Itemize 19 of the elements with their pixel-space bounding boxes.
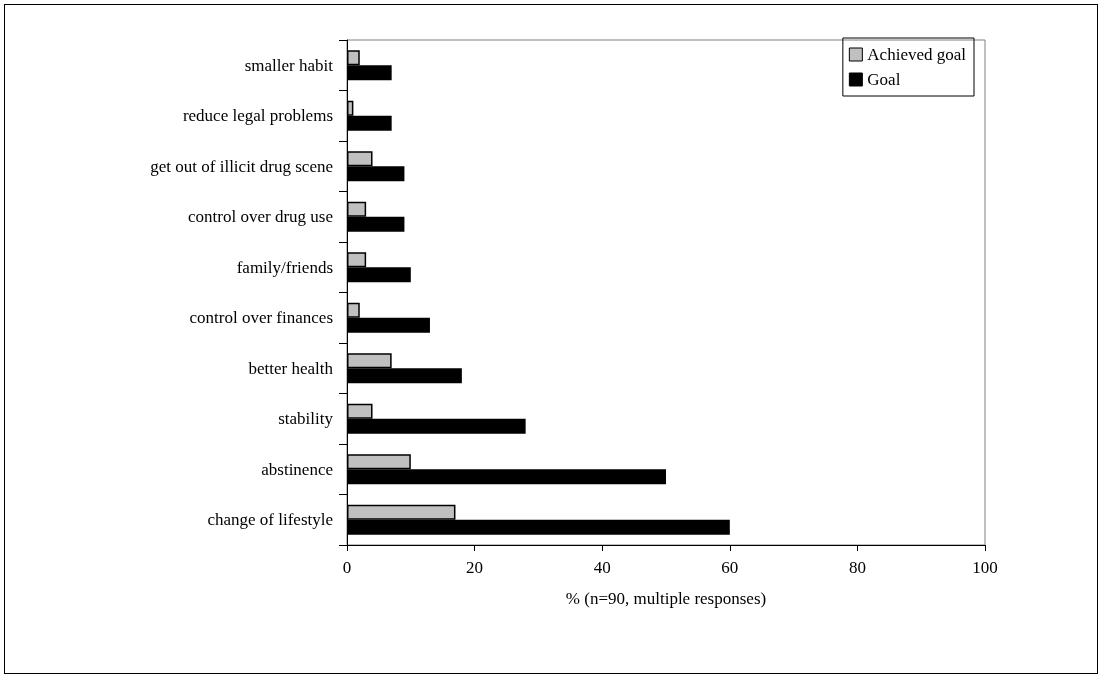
y-tick-label: control over finances <box>189 308 333 328</box>
y-tick-label: abstinence <box>261 459 333 479</box>
legend-label: Goal <box>867 70 901 89</box>
y-tick-label: stability <box>278 409 334 429</box>
x-tick-label: 60 <box>721 558 739 577</box>
legend-label: Achieved goal <box>867 45 967 64</box>
x-tick-label: 100 <box>972 558 998 577</box>
y-tick-label: control over drug use <box>188 207 333 227</box>
x-axis-title: % (n=90, multiple responses) <box>565 589 767 608</box>
y-tick-label: get out of illicit drug scene <box>150 156 333 176</box>
x-tick-label: 80 <box>848 558 866 577</box>
y-tick-label: change of lifestyle <box>207 510 333 530</box>
x-tick-label: 40 <box>593 558 611 577</box>
y-tick-label: better health <box>248 358 334 378</box>
y-tick-label: smaller habit <box>244 55 334 75</box>
y-tick-label: reduce legal problems <box>182 106 333 126</box>
y-tick-label: family/friends <box>236 257 333 277</box>
x-tick-label: 20 <box>466 558 484 577</box>
x-tick-label: 0 <box>342 558 352 577</box>
